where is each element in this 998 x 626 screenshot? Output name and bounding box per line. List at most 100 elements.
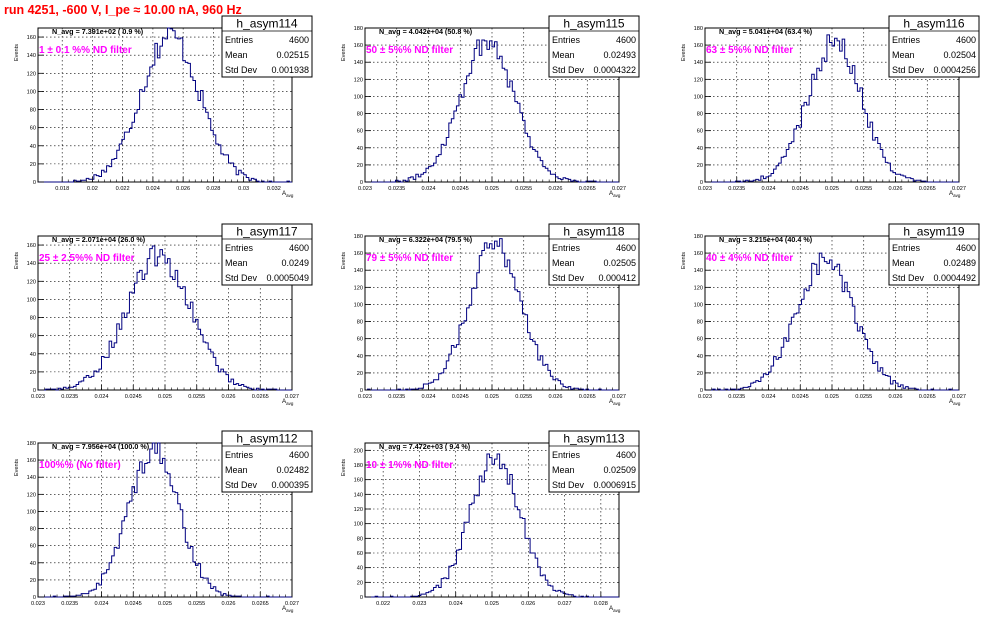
y-tick-label: 20 [30, 370, 36, 376]
stats-box [221, 430, 313, 493]
stats-value: 0.0004322 [593, 65, 636, 75]
y-tick-label: 120 [694, 77, 703, 83]
stats-label: Entries [892, 243, 921, 253]
stats-label: Mean [552, 258, 575, 268]
x-tick-label: 0.026 [521, 601, 535, 607]
x-tick-label: 0.027 [952, 186, 966, 192]
y-tick-label: 100 [354, 302, 363, 308]
x-tick-label: 0.027 [952, 394, 966, 400]
y-tick-label: 100 [27, 509, 36, 515]
filter-label: 63 ± 5%% ND filter [706, 45, 793, 56]
x-tick-label: 0.0245 [792, 186, 809, 192]
stats-value: 4600 [956, 35, 976, 45]
x-tick-label: 0.0255 [515, 394, 532, 400]
filter-label: 50 ± 5%% ND filter [366, 45, 453, 56]
y-tick-label: 20 [697, 371, 703, 377]
x-tick-label: 0.0235 [728, 394, 745, 400]
y-tick-label: 160 [354, 43, 363, 49]
stats-label: Std Dev [892, 65, 925, 75]
stats-box-title: h_asym115 [563, 17, 624, 31]
x-tick-label: 0.024 [422, 186, 436, 192]
filter-label: 1 ± 0.1 %% ND filter [39, 45, 132, 56]
stats-value: 0.02489 [943, 258, 976, 268]
y-tick-label: 0 [360, 595, 363, 601]
x-tick-label: 0.025 [158, 601, 172, 607]
stats-value: 4600 [616, 243, 636, 253]
x-tick-label: 0.024 [95, 394, 109, 400]
y-tick-label: 180 [354, 463, 363, 469]
stats-value: 0.0249 [281, 258, 309, 268]
stats-label: Std Dev [552, 480, 585, 490]
y-axis-title: Events [341, 252, 347, 269]
x-tick-label: 0.024 [762, 186, 776, 192]
stats-label: Entries [552, 35, 581, 45]
stats-label: Entries [225, 450, 254, 460]
x-axis-title: Aavg [282, 398, 294, 406]
y-tick-label: 80 [30, 527, 36, 533]
histogram-series [38, 27, 292, 183]
y-axis-title: Events [681, 44, 687, 61]
x-tick-label: 0.0255 [855, 186, 872, 192]
x-tick-label: 0.0265 [919, 186, 936, 192]
stats-label: Mean [552, 465, 575, 475]
x-tick-label: 0.023 [358, 394, 372, 400]
stats-box [548, 223, 640, 286]
y-axis-title: Events [681, 252, 687, 269]
x-axis-title: Aavg [609, 190, 621, 198]
y-tick-label: 0 [33, 180, 36, 186]
stats-value: 0.02504 [943, 50, 976, 60]
x-tick-label: 0.026 [549, 186, 563, 192]
y-tick-label: 100 [354, 522, 363, 528]
stats-box-title: h_asym117 [236, 225, 297, 239]
y-tick-label: 100 [27, 297, 36, 303]
x-tick-label: 0.0255 [515, 186, 532, 192]
x-tick-label: 0.026 [889, 394, 903, 400]
stats-label: Entries [225, 243, 254, 253]
y-tick-label: 60 [697, 129, 703, 135]
y-tick-label: 40 [357, 146, 363, 152]
y-tick-label: 80 [697, 112, 703, 118]
stats-box-title: h_asym112 [236, 432, 297, 446]
stats-value: 0.02515 [276, 50, 309, 60]
stats-value: 0.000395 [271, 480, 309, 490]
x-tick-label: 0.025 [485, 186, 499, 192]
y-axis-title: Events [341, 459, 347, 476]
y-tick-label: 80 [357, 536, 363, 542]
x-tick-label: 0.023 [412, 601, 426, 607]
y-tick-label: 60 [30, 126, 36, 132]
filter-label: 79 ± 5%% ND filter [366, 253, 453, 264]
x-tick-label: 0.023 [698, 394, 712, 400]
stats-label: Mean [892, 258, 915, 268]
y-tick-label: 0 [360, 388, 363, 394]
y-tick-label: 180 [354, 26, 363, 32]
stats-value: 0.02493 [603, 50, 636, 60]
x-tick-label: 0.026 [222, 601, 236, 607]
x-tick-label: 0.025 [485, 394, 499, 400]
y-tick-label: 120 [354, 285, 363, 291]
filter-label: 10 ± 1%% ND filter [366, 460, 453, 471]
x-tick-label: 0.026 [549, 394, 563, 400]
histogram-series [38, 442, 292, 598]
x-tick-label: 0.027 [558, 601, 572, 607]
y-tick-label: 80 [697, 320, 703, 326]
y-tick-label: 80 [357, 320, 363, 326]
x-tick-label: 0.027 [612, 394, 626, 400]
stats-value: 4600 [616, 35, 636, 45]
stats-label: Std Dev [892, 273, 925, 283]
y-tick-label: 140 [27, 475, 36, 481]
y-tick-label: 100 [27, 89, 36, 95]
histogram-panel-h_asym114: 0.018 0.02 0.022 0.024 0.026 0.028 0.03 0.032 0 2… [14, 15, 313, 198]
filter-label: 25 ± 2.5%% ND filter [39, 253, 135, 264]
stats-value: 4600 [956, 243, 976, 253]
stats-label: Mean [225, 465, 248, 475]
histogram-panel-h_asym116: 0.023 0.0235 0.024 0.0245 0.025 0.0255 0.026 0.… [681, 15, 980, 198]
x-tick-label: 0.022 [376, 601, 390, 607]
y-tick-label: 140 [27, 53, 36, 59]
x-tick-label: 0.0255 [855, 394, 872, 400]
y-tick-label: 120 [27, 492, 36, 498]
histogram-series [705, 34, 959, 183]
y-tick-label: 40 [357, 354, 363, 360]
y-axis-title: Events [341, 44, 347, 61]
stats-label: Std Dev [225, 273, 258, 283]
y-tick-label: 180 [354, 234, 363, 240]
